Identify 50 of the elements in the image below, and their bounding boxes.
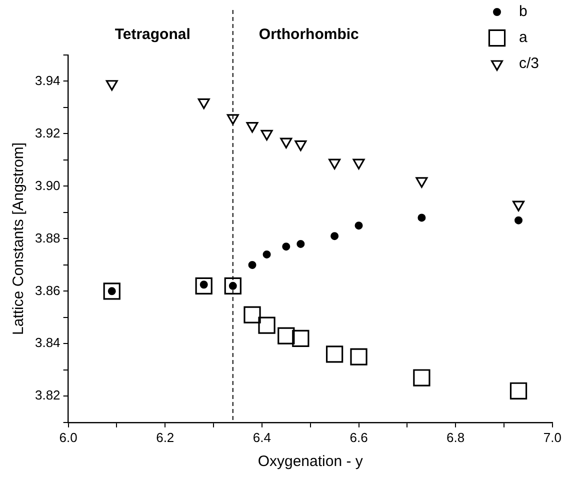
point [282,242,290,251]
point [278,327,295,344]
point [292,330,310,347]
point [198,98,210,110]
point [224,277,242,295]
y-tick-label: 3.92 [34,125,60,140]
point [354,222,363,230]
point [258,316,276,334]
x-tick-label: 6.0 [59,430,78,445]
legend-label: b [519,3,528,20]
point [418,214,426,222]
point [244,306,261,324]
x-axis-title: Oxygenation - y [258,453,364,470]
point [328,158,341,170]
y-tick-label: 3.88 [34,230,60,246]
x-tick-label: 6.8 [446,430,465,445]
y-tick-label: 3.82 [34,388,60,403]
point [416,177,428,188]
point [280,138,292,148]
text: Tetragonal [114,26,190,44]
point [296,240,305,248]
point [514,216,523,224]
point [510,382,528,400]
point [330,232,339,240]
point [226,114,239,125]
point [350,348,368,366]
x-tick-label: 6.4 [252,430,271,445]
y-tick-label: 3.84 [34,335,60,350]
y-tick-label: 3.94 [34,72,60,88]
point [248,260,256,269]
point [195,277,212,295]
text: Orthorhombic [258,26,359,44]
x-tick-label: 6.2 [156,430,174,445]
point [103,282,120,300]
point [326,346,344,363]
x-tick-label: 7.0 [543,430,562,445]
point [262,250,271,258]
point [413,369,430,386]
point [260,130,273,141]
y-tick-label: 3.90 [34,178,60,193]
y-tick-label: 3.86 [34,282,60,298]
y-axis-title: Lattice Constants [Angstrom] [10,142,28,335]
x-tick-label: 6.6 [350,430,368,445]
legend-label: a [519,29,528,46]
point [106,80,118,91]
point [294,140,307,152]
legend-label: c/3 [519,55,540,72]
point [352,158,365,170]
point [246,122,258,133]
point [512,200,525,212]
